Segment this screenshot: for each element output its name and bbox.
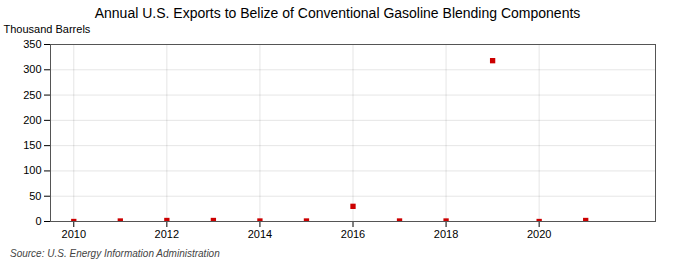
html-text:Source: U.S. Energy Informatio: Source: U.S. Energy Information Administ… <box>10 248 220 259</box>
svg-text:300: 300 <box>23 63 41 75</box>
svg-text:2010: 2010 <box>62 228 86 240</box>
svg-text:Thousand Barrels: Thousand Barrels <box>4 23 91 35</box>
svg-text:250: 250 <box>23 89 41 101</box>
html-text:Annual U.S. Exports to Belize: Annual U.S. Exports to Belize of Convent… <box>94 5 581 21</box>
svg-text:350: 350 <box>23 38 41 50</box>
svg-text:200: 200 <box>23 114 41 126</box>
svg-text:2012: 2012 <box>155 228 179 240</box>
svg-text:2014: 2014 <box>248 228 272 240</box>
svg-text:2018: 2018 <box>434 228 458 240</box>
svg-text:2020: 2020 <box>527 228 551 240</box>
svg-text:0: 0 <box>35 215 41 227</box>
svg-text:2016: 2016 <box>341 228 365 240</box>
svg-text:150: 150 <box>23 139 41 151</box>
svg-text:100: 100 <box>23 164 41 176</box>
svg-text:50: 50 <box>29 190 41 202</box>
